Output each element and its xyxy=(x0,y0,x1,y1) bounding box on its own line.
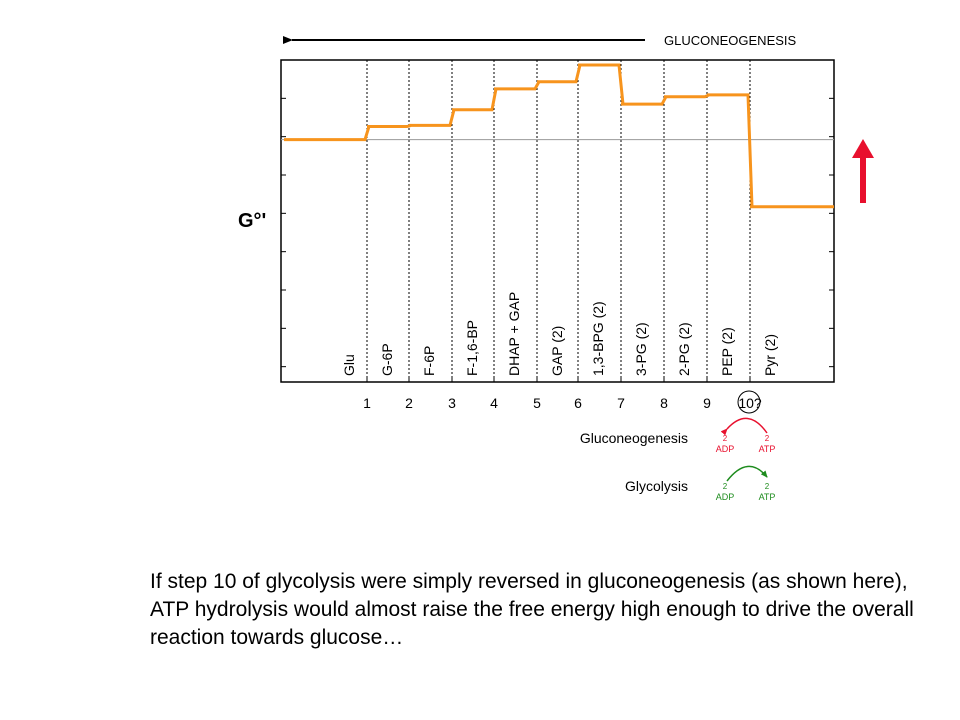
stage-label: F-6P xyxy=(421,346,437,376)
x-tick-label: 6 xyxy=(574,395,582,411)
legend-gluconeogenesis: Gluconeogenesis 2 ADP 2 ATP xyxy=(580,417,776,454)
legend-label-glycolysis: Glycolysis xyxy=(625,478,688,494)
free-energy-chart: GLUCONEOGENESIS Glu G-6P F-6P F-1,6-BP DHAP … xyxy=(238,33,874,502)
y-axis-label: G°' xyxy=(238,210,266,232)
green-curved-arrow-icon xyxy=(726,465,768,482)
legend-red-adp: ADP xyxy=(716,444,735,454)
x-tick-label: 7 xyxy=(617,395,625,411)
legend-label-gluconeogenesis: Gluconeogenesis xyxy=(580,430,688,446)
caption-text: If step 10 of glycolysis were simply rev… xyxy=(150,570,914,649)
x-tick-labels: 1 2 3 4 5 6 7 8 9 10? xyxy=(363,395,762,411)
y-axis-ticks xyxy=(281,97,834,368)
stage-label: 3-PG (2) xyxy=(633,322,649,376)
stage-label: DHAP + GAP xyxy=(506,292,522,376)
step-10-circle xyxy=(737,390,761,414)
legend-red-atp-count: 2 xyxy=(765,434,770,443)
x-tick-label: 9 xyxy=(703,395,711,411)
up-arrow-icon xyxy=(852,139,874,203)
legend-green-adp-count: 2 xyxy=(723,482,728,491)
stage-label: Pyr (2) xyxy=(762,334,778,376)
x-tick-label: 2 xyxy=(405,395,413,411)
stage-label: GAP (2) xyxy=(549,326,565,376)
legend-red-adp-count: 2 xyxy=(723,434,728,443)
legend-red-atp: ATP xyxy=(759,444,776,454)
legend-glycolysis: Glycolysis 2 ADP 2 ATP xyxy=(625,465,776,502)
stage-label: 2-PG (2) xyxy=(676,322,692,376)
direction-label: GLUCONEOGENESIS xyxy=(664,33,797,48)
x-tick-label: 8 xyxy=(660,395,668,411)
legend-green-adp: ADP xyxy=(716,492,735,502)
stage-labels: Glu G-6P F-6P F-1,6-BP DHAP + GAP GAP (2) 1,3-… xyxy=(341,292,778,376)
stage-label: PEP (2) xyxy=(719,327,735,376)
free-energy-step-line xyxy=(284,63,834,209)
x-tick-label: 5 xyxy=(533,395,541,411)
stage-label: Glu xyxy=(341,354,357,376)
red-curved-arrow-icon xyxy=(720,417,768,436)
x-tick-label: 4 xyxy=(490,395,498,411)
plot-frame xyxy=(280,59,835,383)
legend-green-atp: ATP xyxy=(759,492,776,502)
x-tick-label: 1 xyxy=(363,395,371,411)
x-tick-label: 3 xyxy=(448,395,456,411)
legend-green-atp-count: 2 xyxy=(765,482,770,491)
stage-label: 1,3-BPG (2) xyxy=(590,301,606,376)
stage-label: G-6P xyxy=(379,343,395,376)
x-tick-label: 10? xyxy=(738,395,762,411)
stage-label: F-1,6-BP xyxy=(464,320,480,376)
